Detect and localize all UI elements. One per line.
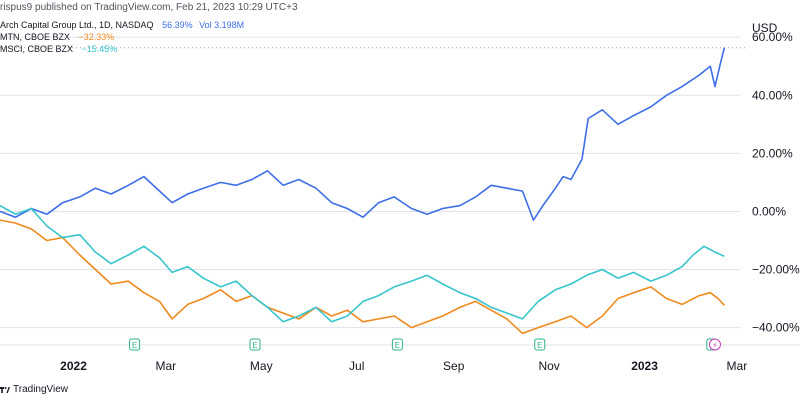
- legend-row-mtn[interactable]: MTN, CBOE BZX −32.33%: [0, 32, 114, 42]
- series-lines: [0, 47, 726, 335]
- currency-label: USD: [752, 21, 778, 35]
- earnings-marker[interactable]: E: [534, 338, 546, 351]
- x-tick-label: May: [250, 359, 273, 373]
- series-line-acgl[interactable]: [0, 47, 726, 221]
- legend-volume: Vol 3.198M: [199, 20, 245, 30]
- earnings-marker[interactable]: E: [129, 338, 141, 351]
- event-markers: EEEEE⚡: [129, 338, 721, 351]
- earnings-marker-label: E: [395, 341, 400, 350]
- grid: [0, 36, 800, 346]
- legend-symbol: MSCI, CBOE BZX: [0, 44, 74, 54]
- y-tick-label: −40.00%: [752, 321, 800, 335]
- tradingview-logo-icon: [0, 386, 10, 393]
- x-tick-label: Mar: [727, 359, 748, 373]
- x-tick-label: Sep: [443, 359, 465, 373]
- legend-row-msci[interactable]: MSCI, CBOE BZX −15.45%: [0, 44, 117, 54]
- earnings-marker-label: E: [537, 341, 542, 350]
- x-tick-label: Mar: [155, 359, 176, 373]
- earnings-marker-label: E: [252, 341, 257, 350]
- published-note: rispus9 published on TradingView.com, Fe…: [0, 2, 298, 13]
- x-tick-label: Jul: [349, 359, 364, 373]
- legend-symbol: MTN, CBOE BZX: [0, 32, 71, 42]
- footer-brand[interactable]: TradingView: [0, 384, 68, 395]
- series-line-msci[interactable]: [0, 204, 725, 323]
- earnings-marker[interactable]: E: [391, 338, 403, 351]
- footer-brand-name: TradingView: [13, 384, 69, 395]
- legend-value: −15.45%: [81, 44, 118, 54]
- x-tick-label: 2023: [631, 359, 658, 373]
- y-tick-label: −20.00%: [752, 263, 800, 277]
- dividend-marker-label: ⚡: [712, 341, 718, 350]
- y-tick-label: 0.00%: [752, 204, 786, 218]
- earnings-marker-label: E: [132, 341, 137, 350]
- legend-value: 56.39%: [162, 20, 193, 30]
- legend-symbol: Arch Capital Group Ltd., 1D, NASDAQ: [0, 20, 154, 30]
- legend-value: −32.33%: [78, 32, 115, 42]
- y-tick-label: 40.00%: [752, 88, 793, 102]
- x-tick-label: Nov: [538, 359, 559, 373]
- x-tick-label: 2022: [60, 359, 87, 373]
- earnings-marker[interactable]: E: [249, 338, 261, 351]
- y-tick-label: 60.00%: [752, 30, 793, 44]
- x-axis: 2022 Mar May Jul Sep Nov 2023 Mar: [60, 359, 747, 373]
- y-tick-label: 20.00%: [752, 146, 793, 160]
- legend-row-acgl[interactable]: Arch Capital Group Ltd., 1D, NASDAQ 56.3…: [0, 20, 244, 30]
- series-line-mtn[interactable]: [0, 219, 725, 335]
- y-axis: 60.00% 40.00% 20.00% 0.00% −20.00% −40.00%: [752, 30, 800, 334]
- dividend-marker[interactable]: ⚡: [708, 338, 721, 351]
